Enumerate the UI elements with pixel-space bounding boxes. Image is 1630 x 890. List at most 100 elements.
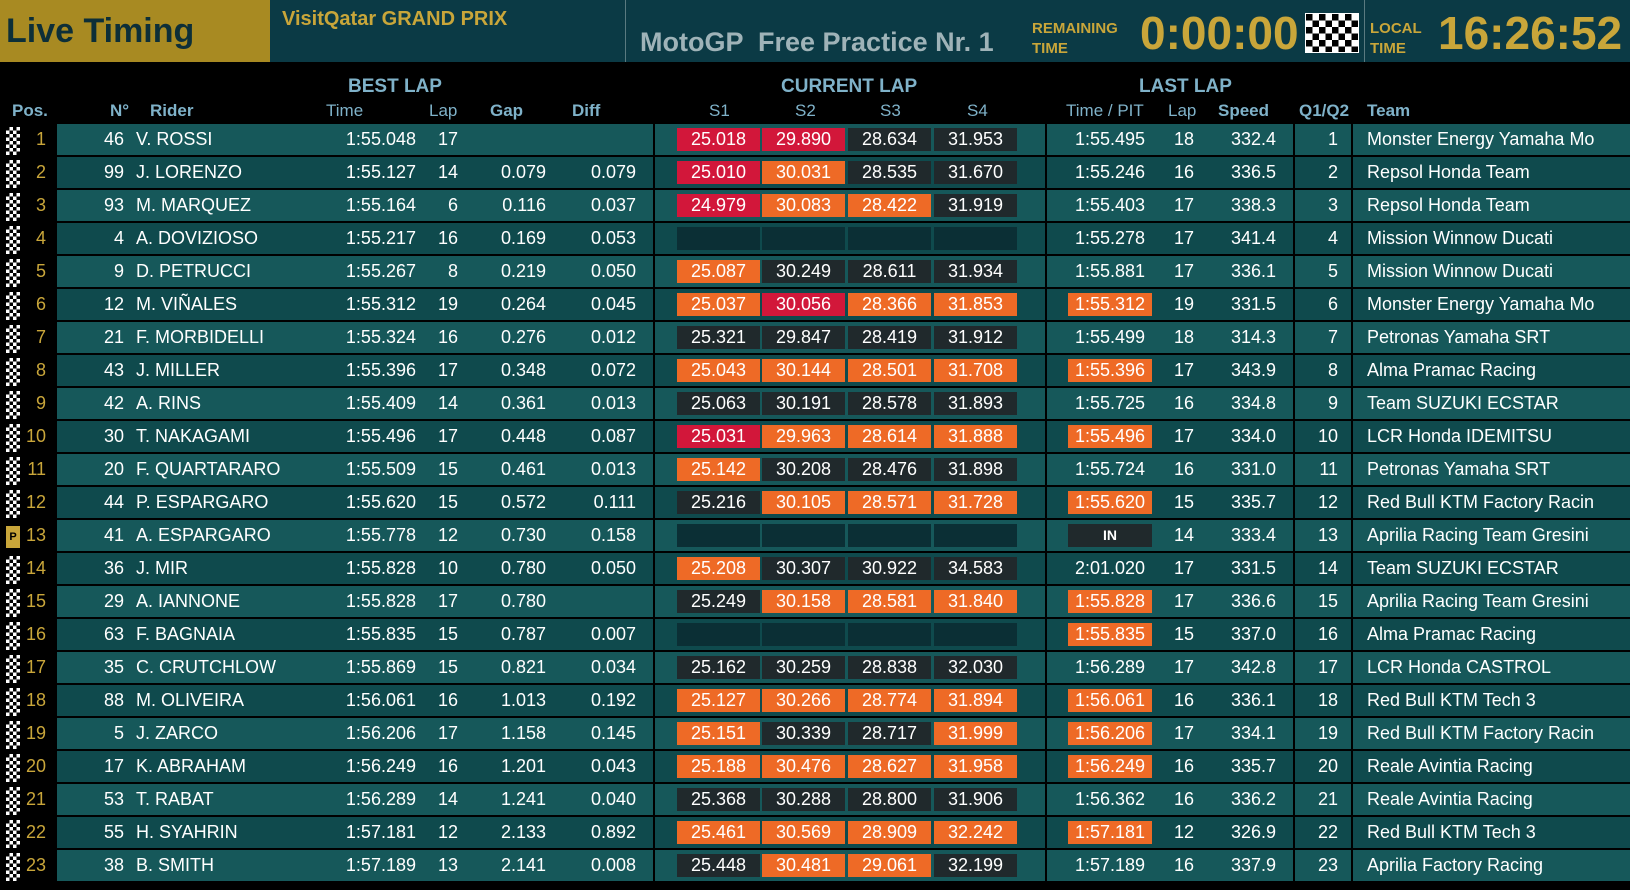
team-name-band: [1353, 454, 1630, 485]
team-name-band: [1353, 652, 1630, 683]
team-band: [1295, 751, 1351, 782]
last-lap-band: [1047, 223, 1293, 254]
rider-number: 9: [113, 261, 124, 281]
table-row[interactable]: 19 5 J. ZARCO 1:56.206 17 1.158 0.145 17 334.1 19…: [0, 718, 1630, 751]
rider-name: D. PETRUCCI: [136, 261, 252, 281]
table-row[interactable]: 17 35 C. CRUTCHLOW 1:55.869 15 0.821 0.034 17 34…: [0, 652, 1630, 685]
sector-3-time: 28.627: [848, 755, 931, 778]
last-lap-time: 1:55.495: [1074, 129, 1146, 149]
sector-3-time: 28.614: [848, 425, 931, 448]
table-row[interactable]: 22 55 H. SYAHRIN 1:57.181 12 2.133 0.892 12 326.…: [0, 817, 1630, 850]
table-row[interactable]: 6 12 M. VIÑALES 1:55.312 19 0.264 0.045 19 331.5…: [0, 289, 1630, 322]
diff: 0.007: [590, 624, 636, 644]
rider-number: 88: [103, 690, 124, 710]
local-label-line2: TIME: [1370, 40, 1406, 57]
rider-name: J. ZARCO: [136, 723, 219, 743]
table-row[interactable]: 16 63 F. BAGNAIA 1:55.835 15 0.787 0.007 15 337.…: [0, 619, 1630, 652]
rider-name: P. ESPARGARO: [136, 492, 269, 512]
rider-name: A. RINS: [136, 393, 202, 413]
position: 5: [35, 261, 46, 281]
position: 4: [35, 228, 46, 248]
team-band: [1295, 289, 1351, 320]
table-row[interactable]: 20 17 K. ABRAHAM 1:56.249 16 1.201 0.043 16 335.…: [0, 751, 1630, 784]
best-lap-band: [57, 322, 653, 353]
position: 9: [35, 393, 46, 413]
rider-name: C. CRUTCHLOW: [136, 657, 276, 677]
rider-name: A. DOVIZIOSO: [136, 228, 259, 248]
rider-number: 17: [103, 756, 124, 776]
best-lap-band: [57, 223, 653, 254]
last-lap-band: [1047, 157, 1293, 188]
rider-number: 99: [103, 162, 124, 182]
sector-1-time: 25.010: [677, 161, 760, 184]
diff: 0.037: [590, 195, 636, 215]
table-row[interactable]: P 13 41 A. ESPARGARO 1:55.778 12 0.730 0.158 14 3…: [0, 520, 1630, 553]
sector-3-time: 29.061: [848, 854, 931, 877]
team-name: Monster Energy Yamaha Mo: [1367, 129, 1595, 149]
table-row[interactable]: 21 53 T. RABAT 1:56.289 14 1.241 0.040 16 336.2 2…: [0, 784, 1630, 817]
rider-name: F. BAGNAIA: [136, 624, 236, 644]
q-position: 9: [1327, 393, 1338, 413]
table-row[interactable]: 8 43 J. MILLER 1:55.396 17 0.348 0.072 17 343.9 8…: [0, 355, 1630, 388]
gap: 0.116: [502, 195, 546, 215]
table-row[interactable]: 7 21 F. MORBIDELLI 1:55.324 16 0.276 0.012 18 31…: [0, 322, 1630, 355]
rider-name: A. IANNONE: [136, 591, 241, 611]
best-lap-number: 10: [437, 558, 458, 578]
table-row[interactable]: 18 88 M. OLIVEIRA 1:56.061 16 1.013 0.192 16 336…: [0, 685, 1630, 718]
table-row[interactable]: 2 99 J. LORENZO 1:55.127 14 0.079 0.079 16 336.5…: [0, 157, 1630, 190]
table-row[interactable]: 23 38 B. SMITH 1:57.189 13 2.141 0.008 16 337.9 2…: [0, 850, 1630, 883]
table-row[interactable]: 1 46 V. ROSSI 1:55.048 17 18 332.4 1 Monster Ene…: [0, 124, 1630, 157]
last-lap-number: 17: [1173, 657, 1194, 677]
best-lap-number: 13: [437, 855, 458, 875]
speed: 314.3: [1230, 327, 1276, 347]
last-lap-band: [1047, 652, 1293, 683]
team-band: [1295, 223, 1351, 254]
team-name: Reale Avintia Racing: [1367, 789, 1533, 809]
q-position: 3: [1327, 195, 1338, 215]
best-lap-number: 15: [437, 657, 458, 677]
col-header-last-lap: Lap: [1168, 101, 1197, 120]
best-lap-band: [57, 619, 653, 650]
speed: 331.5: [1230, 558, 1276, 578]
rider-number: 38: [103, 855, 124, 875]
team-name: Reale Avintia Racing: [1367, 756, 1533, 776]
position: 12: [25, 492, 46, 512]
position: 10: [25, 426, 46, 446]
speed: 335.7: [1230, 756, 1276, 776]
table-row[interactable]: 5 9 D. PETRUCCI 1:55.267 8 0.219 0.050 17 336.1 5…: [0, 256, 1630, 289]
sector-4-time: 32.199: [934, 854, 1017, 877]
sector-3-time: 28.501: [848, 359, 931, 382]
table-row[interactable]: 12 44 P. ESPARGARO 1:55.620 15 0.572 0.111 15 33…: [0, 487, 1630, 520]
rider-number: 29: [103, 591, 124, 611]
best-lap-number: 15: [437, 492, 458, 512]
table-row[interactable]: 4 4 A. DOVIZIOSO 1:55.217 16 0.169 0.053 17 341.…: [0, 223, 1630, 256]
table-row[interactable]: 14 36 J. MIR 1:55.828 10 0.780 0.050 17 331.5 14 T…: [0, 553, 1630, 586]
best-lap-band: [57, 124, 653, 155]
local-time-value: 16:26:52: [1438, 7, 1623, 59]
q-position: 10: [1317, 426, 1338, 446]
last-lap-time: 1:55.312: [1068, 293, 1152, 316]
sector-4-time: 31.958: [934, 755, 1017, 778]
sector-2-time: 30.249: [762, 260, 845, 283]
best-lap-time: 1:55.048: [345, 129, 416, 149]
table-row[interactable]: 11 20 F. QUARTARARO 1:55.509 15 0.461 0.013 16 3…: [0, 454, 1630, 487]
remaining-time-value: 0:00:00: [1140, 7, 1299, 59]
table-row[interactable]: 15 29 A. IANNONE 1:55.828 17 0.780 17 336.6 15 Ap…: [0, 586, 1630, 619]
team-band: [1295, 652, 1351, 683]
speed: 337.9: [1230, 855, 1276, 875]
team-name-band: [1353, 124, 1630, 155]
best-lap-time: 1:55.869: [345, 657, 416, 677]
table-row[interactable]: 3 93 M. MARQUEZ 1:55.164 6 0.116 0.037 17 338.3 3…: [0, 190, 1630, 223]
sector-3-time: 28.476: [848, 458, 931, 481]
diff: 0.145: [590, 723, 636, 743]
position: 1: [35, 129, 46, 149]
table-row[interactable]: 9 42 A. RINS 1:55.409 14 0.361 0.013 16 334.8 9 Te…: [0, 388, 1630, 421]
table-row[interactable]: 10 30 T. NAKAGAMI 1:55.496 17 0.448 0.087 17 334…: [0, 421, 1630, 454]
position: 8: [35, 360, 46, 380]
col-header-s2: S2: [795, 101, 816, 120]
checkered-flag-icon: [6, 622, 20, 650]
team-name-band: [1353, 322, 1630, 353]
sector-4-time: [934, 227, 1017, 250]
last-lap-time: 1:55.828: [1068, 590, 1152, 613]
sector-1-time: 25.208: [677, 557, 760, 580]
